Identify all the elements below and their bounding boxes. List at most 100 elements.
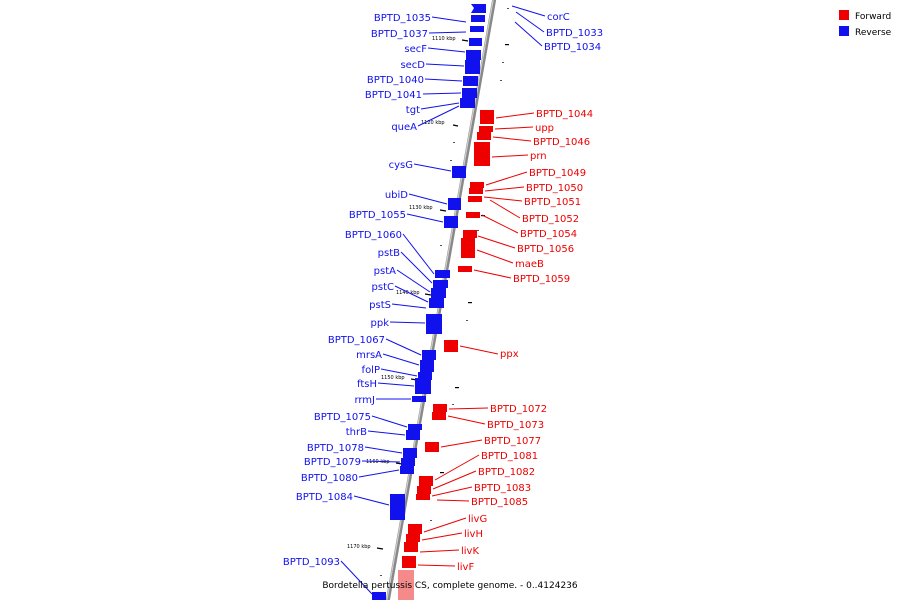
genome-caption: Bordetella pertussis CS, complete genome… [322, 581, 578, 591]
gene-label-BPTD_1040: BPTD_1040 [367, 75, 463, 86]
svg-text:BPTD_1035: BPTD_1035 [374, 13, 431, 24]
svg-text:BPTD_1078: BPTD_1078 [307, 443, 364, 454]
gene-label-BPTD_1077: BPTD_1077 [440, 436, 541, 448]
svg-text:BPTD_1079: BPTD_1079 [304, 457, 361, 468]
svg-text:folP: folP [362, 365, 380, 376]
svg-text:BPTD_1077: BPTD_1077 [484, 436, 541, 447]
gene-label-secD: secD [400, 60, 465, 71]
gene-label-BPTD_1093: BPTD_1093 [283, 557, 373, 595]
svg-text:livG: livG [468, 514, 487, 525]
legend-label-forward: Forward [855, 12, 891, 22]
gene-label-tgt: tgt [406, 102, 460, 116]
gene-label-livH: livH [421, 529, 483, 541]
reverse-gene-blocks [372, 4, 486, 600]
gene-label-cysG: cysG [389, 160, 452, 172]
svg-text:upp: upp [535, 123, 554, 134]
gene-label-BPTD_1072: BPTD_1072 [448, 404, 547, 415]
tick-1140: 1140 kbp [396, 290, 432, 296]
svg-text:BPTD_1050: BPTD_1050 [526, 183, 583, 194]
tick-1110: 1110 kbp [432, 36, 469, 42]
gene-label-BPTD_1049: BPTD_1049 [485, 168, 586, 186]
svg-text:BPTD_1080: BPTD_1080 [301, 473, 358, 484]
gene-label-livG: livG [423, 514, 487, 533]
svg-text:secD: secD [400, 60, 425, 71]
forward-gene-blocks [398, 110, 494, 600]
svg-text:BPTD_1040: BPTD_1040 [367, 75, 424, 86]
gene-label-queA: queA [391, 105, 460, 133]
gene-label-BPTD_1033: BPTD_1033 [515, 11, 603, 39]
tick-1170: 1170 kbp [347, 544, 384, 550]
svg-text:BPTD_1049: BPTD_1049 [529, 168, 586, 179]
gene-label-BPTD_1056: BPTD_1056 [477, 235, 574, 255]
svg-text:BPTD_1034: BPTD_1034 [544, 42, 601, 53]
tick-label-1140: 1140 kbp [396, 290, 420, 296]
gene-label-rrmJ: rrmJ [354, 395, 411, 406]
svg-text:ppk: ppk [371, 318, 390, 329]
gene-label-BPTD_1059: BPTD_1059 [473, 269, 570, 285]
tick-1150: 1150 kbp [381, 375, 418, 381]
gene-label-BPTD_1034: BPTD_1034 [514, 21, 601, 53]
svg-text:BPTD_1033: BPTD_1033 [546, 28, 603, 39]
svg-text:queA: queA [391, 122, 417, 133]
svg-text:livH: livH [464, 529, 483, 540]
gene-label-upp: upp [494, 123, 554, 134]
svg-text:BPTD_1046: BPTD_1046 [533, 137, 590, 148]
gene-label-BPTD_1035: BPTD_1035 [374, 13, 467, 24]
gene-label-BPTD_1051: BPTD_1051 [483, 196, 581, 208]
gene-label-BPTD_1052: BPTD_1052 [489, 199, 579, 225]
tick-label-1130: 1130 kbp [409, 205, 433, 211]
gene-label-secF: secF [404, 44, 466, 55]
gene-label-BPTD_1085: BPTD_1085 [436, 497, 528, 508]
tick-1120: 1120 kbp [421, 120, 459, 127]
svg-text:BPTD_1041: BPTD_1041 [365, 90, 422, 101]
gene-label-pstC: pstC [372, 282, 429, 303]
svg-text:corC: corC [547, 12, 570, 23]
svg-text:pstA: pstA [374, 266, 396, 277]
gene-label-BPTD_1041: BPTD_1041 [365, 90, 462, 101]
gene-label-BPTD_1055: BPTD_1055 [349, 210, 444, 223]
tick-label-1120: 1120 kbp [421, 120, 445, 126]
svg-text:BPTD_1052: BPTD_1052 [522, 214, 579, 225]
svg-text:rrmJ: rrmJ [354, 395, 375, 406]
legend-swatch-reverse [839, 26, 849, 36]
svg-text:BPTD_1054: BPTD_1054 [520, 229, 577, 240]
svg-text:livK: livK [461, 546, 479, 557]
gene-label-BPTD_1044: BPTD_1044 [495, 109, 593, 120]
gene-label-BPTD_1050: BPTD_1050 [484, 183, 583, 194]
gene-label-ftsH: ftsH [357, 379, 415, 390]
gene-label-BPTD_1067: BPTD_1067 [328, 335, 422, 356]
svg-text:maeB: maeB [515, 259, 544, 270]
gene-label-BPTD_1037: BPTD_1037 [371, 29, 467, 40]
tick-1130: 1130 kbp [409, 205, 447, 212]
svg-text:thrB: thrB [346, 427, 367, 438]
svg-text:ubiD: ubiD [385, 190, 408, 201]
gene-label-BPTD_1075: BPTD_1075 [314, 412, 408, 428]
svg-text:BPTD_1037: BPTD_1037 [371, 29, 428, 40]
gene-label-livF: livF [417, 562, 474, 573]
svg-text:secF: secF [404, 44, 427, 55]
gene-label-mrsA: mrsA [356, 350, 420, 366]
svg-text:BPTD_1093: BPTD_1093 [283, 557, 340, 568]
svg-text:pstB: pstB [378, 248, 400, 259]
gene-label-pstA: pstA [374, 266, 431, 293]
gene-label-BPTD_1073: BPTD_1073 [447, 415, 544, 431]
gene-label-prn: prn [491, 151, 547, 162]
gene-label-pstS: pstS [369, 300, 427, 311]
svg-text:BPTD_1056: BPTD_1056 [517, 244, 574, 255]
svg-text:livF: livF [457, 562, 474, 573]
svg-text:pstC: pstC [372, 282, 394, 293]
gene-label-thrB: thrB [346, 427, 406, 438]
svg-text:BPTD_1067: BPTD_1067 [328, 335, 385, 346]
svg-text:BPTD_1060: BPTD_1060 [345, 230, 402, 241]
svg-text:BPTD_1083: BPTD_1083 [474, 483, 531, 494]
forward-gene-labels: corC BPTD_1033 BPTD_1034 BPTD_1044 upp B… [417, 5, 603, 573]
gene-label-BPTD_1078: BPTD_1078 [307, 443, 403, 454]
svg-text:BPTD_1051: BPTD_1051 [524, 197, 581, 208]
gene-label-ubiD: ubiD [385, 190, 448, 205]
gene-label-livK: livK [419, 546, 479, 557]
gene-label-BPTD_1046: BPTD_1046 [492, 136, 590, 148]
svg-text:ftsH: ftsH [357, 379, 377, 390]
svg-text:BPTD_1055: BPTD_1055 [349, 210, 406, 221]
legend-label-reverse: Reverse [855, 28, 892, 38]
